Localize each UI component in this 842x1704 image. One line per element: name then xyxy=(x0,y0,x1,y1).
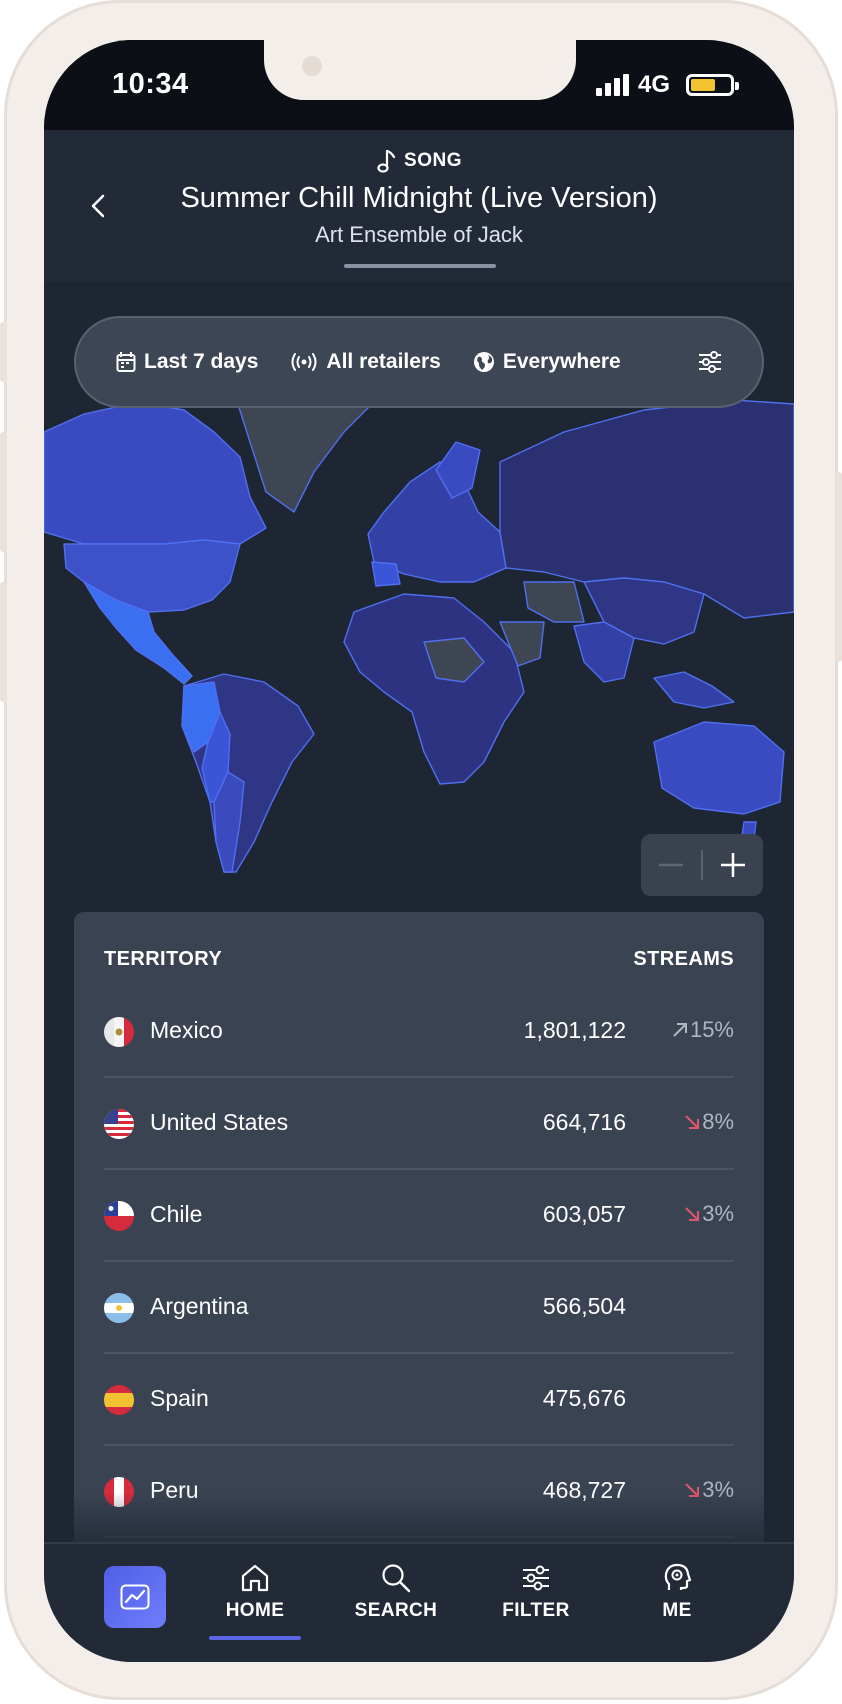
artist-name[interactable]: Art Ensemble of Jack xyxy=(315,222,523,247)
period-filter[interactable]: Last 7 days xyxy=(116,350,258,374)
trend-indicator: 8% xyxy=(654,1109,734,1135)
analytics-app-button[interactable] xyxy=(104,1566,166,1628)
country-name: Spain xyxy=(150,1385,209,1411)
phone-side-button xyxy=(0,322,7,382)
world-map-canvas[interactable] xyxy=(44,282,794,922)
streams-column-header[interactable]: STREAMS xyxy=(633,948,734,970)
stream-count: 566,504 xyxy=(542,1293,626,1319)
minus-icon xyxy=(659,863,683,867)
trend-indicator: 3% xyxy=(654,1201,734,1227)
sliders-icon xyxy=(523,1565,549,1591)
zoom-divider xyxy=(701,850,703,880)
zoom-in-button[interactable] xyxy=(703,834,763,896)
usa-flag-icon xyxy=(104,1109,134,1139)
world-map[interactable] xyxy=(44,282,794,922)
country-name: Argentina xyxy=(150,1293,249,1319)
mexico-flag-icon xyxy=(104,1017,134,1047)
trend-value: 15% xyxy=(689,1017,734,1042)
country-name: United States xyxy=(150,1109,289,1135)
drag-handle[interactable] xyxy=(344,264,496,268)
plus-icon xyxy=(721,853,745,877)
back-icon[interactable] xyxy=(78,186,118,226)
status-time: 10:34 xyxy=(112,68,189,100)
argentina-flag-icon xyxy=(104,1293,134,1323)
stream-count: 1,801,122 xyxy=(523,1017,626,1043)
front-camera xyxy=(302,56,322,76)
map-zoom-control xyxy=(641,834,763,896)
screen: 10:34 4G SONG Summer Chill Midnight (Liv… xyxy=(44,40,794,1662)
network-label: 4G xyxy=(638,71,671,98)
trend-value: 8% xyxy=(702,1109,734,1134)
trend-down-icon xyxy=(685,1115,700,1129)
search-icon xyxy=(382,1564,411,1593)
battery-icon xyxy=(686,74,739,96)
home-icon xyxy=(241,1564,269,1592)
territory-column-header[interactable]: TERRITORY xyxy=(104,948,223,970)
phone-side-button xyxy=(0,582,7,702)
spain-flag-icon xyxy=(104,1385,134,1415)
stream-count: 475,676 xyxy=(542,1385,626,1411)
region-filter-label: Everywhere xyxy=(502,350,621,373)
song-header: SONG Summer Chill Midnight (Live Version… xyxy=(44,130,794,282)
trend-indicator: 15% xyxy=(654,1017,734,1043)
nav-me[interactable]: ME xyxy=(622,1562,732,1622)
trend-value: 3% xyxy=(702,1201,734,1226)
stream-count: 664,716 xyxy=(542,1109,626,1135)
table-row[interactable]: Spain 475,676 xyxy=(104,1354,734,1446)
trend-up-icon xyxy=(673,1023,687,1037)
filter-bar: Last 7 days All retailers Everywhere xyxy=(74,316,764,408)
territory-table: TERRITORY STREAMS Mexico 1,801,122 15% U… xyxy=(74,912,764,1552)
nav-me-label: ME xyxy=(662,1600,692,1621)
music-note-icon xyxy=(377,149,396,173)
country-name: Chile xyxy=(150,1201,203,1227)
retailer-filter-label: All retailers xyxy=(326,350,441,373)
content-kind-label: SONG xyxy=(404,150,462,171)
country-name: Mexico xyxy=(150,1017,223,1043)
trend-down-icon xyxy=(685,1207,700,1221)
phone-side-button xyxy=(835,472,842,662)
calendar-icon xyxy=(116,352,136,372)
zoom-out-button[interactable] xyxy=(641,834,701,896)
table-row[interactable]: Chile 603,057 3% xyxy=(104,1170,734,1262)
bottom-nav: HOME SEARCH FILTER ME xyxy=(44,1542,794,1662)
profile-head-icon xyxy=(664,1563,692,1590)
nav-filter-label: FILTER xyxy=(502,1600,570,1621)
nav-home-label: HOME xyxy=(225,1600,285,1621)
nav-filter[interactable]: FILTER xyxy=(481,1562,591,1622)
content-kind: SONG xyxy=(44,148,794,174)
globe-icon xyxy=(473,352,494,372)
stream-count: 603,057 xyxy=(542,1201,626,1227)
retailer-filter[interactable]: All retailers xyxy=(290,350,441,374)
table-row[interactable]: Argentina 566,504 xyxy=(104,1262,734,1354)
nav-search-label: SEARCH xyxy=(354,1600,438,1621)
sliders-icon xyxy=(699,351,721,373)
region-filter[interactable]: Everywhere xyxy=(473,350,621,374)
nav-home[interactable]: HOME xyxy=(200,1562,310,1622)
phone-side-button xyxy=(0,432,7,552)
nav-search[interactable]: SEARCH xyxy=(341,1562,451,1622)
filter-settings-button[interactable] xyxy=(698,351,722,373)
song-title: Summer Chill Midnight (Live Version) xyxy=(180,182,658,214)
broadcast-icon xyxy=(291,353,317,371)
status-bar: 10:34 4G xyxy=(44,40,794,130)
table-row[interactable]: United States 664,716 8% xyxy=(104,1078,734,1170)
table-row[interactable]: Mexico 1,801,122 15% xyxy=(104,986,734,1078)
chile-flag-icon xyxy=(104,1201,134,1231)
chart-trend-icon xyxy=(120,1584,150,1610)
period-filter-label: Last 7 days xyxy=(144,350,259,373)
signal-icon xyxy=(596,74,630,96)
active-tab-indicator xyxy=(209,1636,301,1640)
table-header: TERRITORY STREAMS xyxy=(104,948,734,971)
